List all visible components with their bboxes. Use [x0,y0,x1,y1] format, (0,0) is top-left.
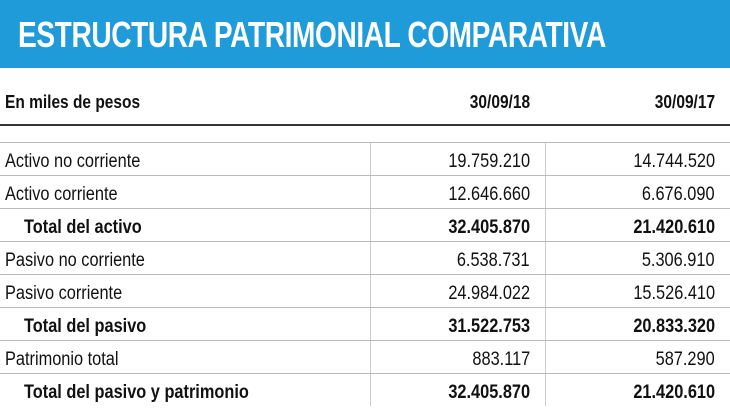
table-cell: 6.676.090 [630,176,715,208]
column-divider [545,176,546,208]
table-cell: Total del pasivo y patrimonio [24,374,285,406]
column-header-text: 30/09/17 [654,92,715,112]
cell-text: 32.405.870 [448,217,530,238]
cell-text: 21.420.610 [633,382,715,403]
cell-text: Total del pasivo [24,316,147,337]
column-divider [370,374,371,406]
cell-text: 32.405.870 [448,382,530,403]
cell-text: 20.833.320 [633,316,715,337]
column-divider [545,275,546,307]
cell-text: Activo no corriente [5,151,141,172]
column-divider [370,209,371,241]
cell-text: 15.526.410 [633,283,715,304]
table-cell: 6.538.731 [445,242,530,274]
cell-text: Patrimonio total [5,349,119,370]
table-cell: 19.759.210 [435,143,530,175]
cell-text: Total del pasivo y patrimonio [24,382,249,403]
column-divider [370,341,371,373]
cell-text: Activo corriente [5,184,118,205]
cell-text: Pasivo corriente [5,283,123,304]
table-cell: 21.420.610 [620,374,715,406]
table-cell: 883.117 [463,341,530,373]
cell-text: 12.646.660 [448,184,530,205]
header-bar [0,0,730,68]
cell-text: Pasivo no corriente [5,250,145,271]
cell-text: 6.676.090 [642,184,715,205]
cell-text: 6.538.731 [457,250,530,271]
cell-text: 24.984.022 [448,283,530,304]
cell-text: 31.522.753 [448,316,530,337]
cell-text: 19.759.210 [448,151,530,172]
table-row: Total del activo 32.405.870 21.420.610 [0,208,730,241]
table-row: Pasivo no corriente 6.538.731 5.306.910 [0,241,730,274]
cell-text: 21.420.610 [633,217,715,238]
table-row: Patrimonio total 883.117 587.290 [0,340,730,373]
table-cell: 24.984.022 [435,275,530,307]
table-cell: Patrimonio total [5,341,137,373]
column-header: 30/09/17 [645,86,715,118]
title: ESTRUCTURA PATRIMONIAL COMPARATIVA [18,14,606,55]
table-cell: 14.744.520 [620,143,715,175]
table-cell: 32.405.870 [435,374,530,406]
table-cell: 20.833.320 [620,308,715,340]
table-row: Activo no corriente 19.759.210 14.744.520 [0,142,730,175]
table-row: Total del pasivo y patrimonio 32.405.870 2… [0,373,730,406]
column-header: En miles de pesos [5,86,162,118]
column-header: 30/09/18 [460,86,530,118]
table-cell: Activo corriente [5,176,136,208]
table-cell: 15.526.410 [620,275,715,307]
cell-text: 14.744.520 [633,151,715,172]
table-cell: Total del pasivo [24,308,166,340]
table-row: Activo corriente 12.646.660 6.676.090 [0,175,730,208]
table-cell: 12.646.660 [435,176,530,208]
table-cell: 587.290 [646,341,715,373]
table-cell: Pasivo corriente [5,275,141,307]
table-cell: 5.306.910 [630,242,715,274]
table-cell: Pasivo no corriente [5,242,168,274]
column-divider [545,143,546,175]
column-divider [370,242,371,274]
column-divider [370,308,371,340]
cell-text: 5.306.910 [642,250,715,271]
table-row: Pasivo corriente 24.984.022 15.526.410 [0,274,730,307]
table-cell: Activo no corriente [5,143,162,175]
table-cell: Total del activo [24,209,161,241]
header-rule [0,124,730,126]
table-cell: 31.522.753 [435,308,530,340]
cell-text: Total del activo [24,217,142,238]
column-divider [370,176,371,208]
column-divider [370,143,371,175]
column-header-text: En miles de pesos [5,92,141,112]
column-divider [545,374,546,406]
table-cell: 21.420.610 [620,209,715,241]
column-divider [545,308,546,340]
column-divider [545,209,546,241]
cell-text: 883.117 [472,349,530,370]
column-divider [370,275,371,307]
column-divider [545,242,546,274]
table-row: Total del pasivo 31.522.753 20.833.320 [0,307,730,340]
table-cell: 32.405.870 [435,209,530,241]
cell-text: 587.290 [655,349,715,370]
column-divider [545,341,546,373]
column-header-text: 30/09/18 [469,92,530,112]
